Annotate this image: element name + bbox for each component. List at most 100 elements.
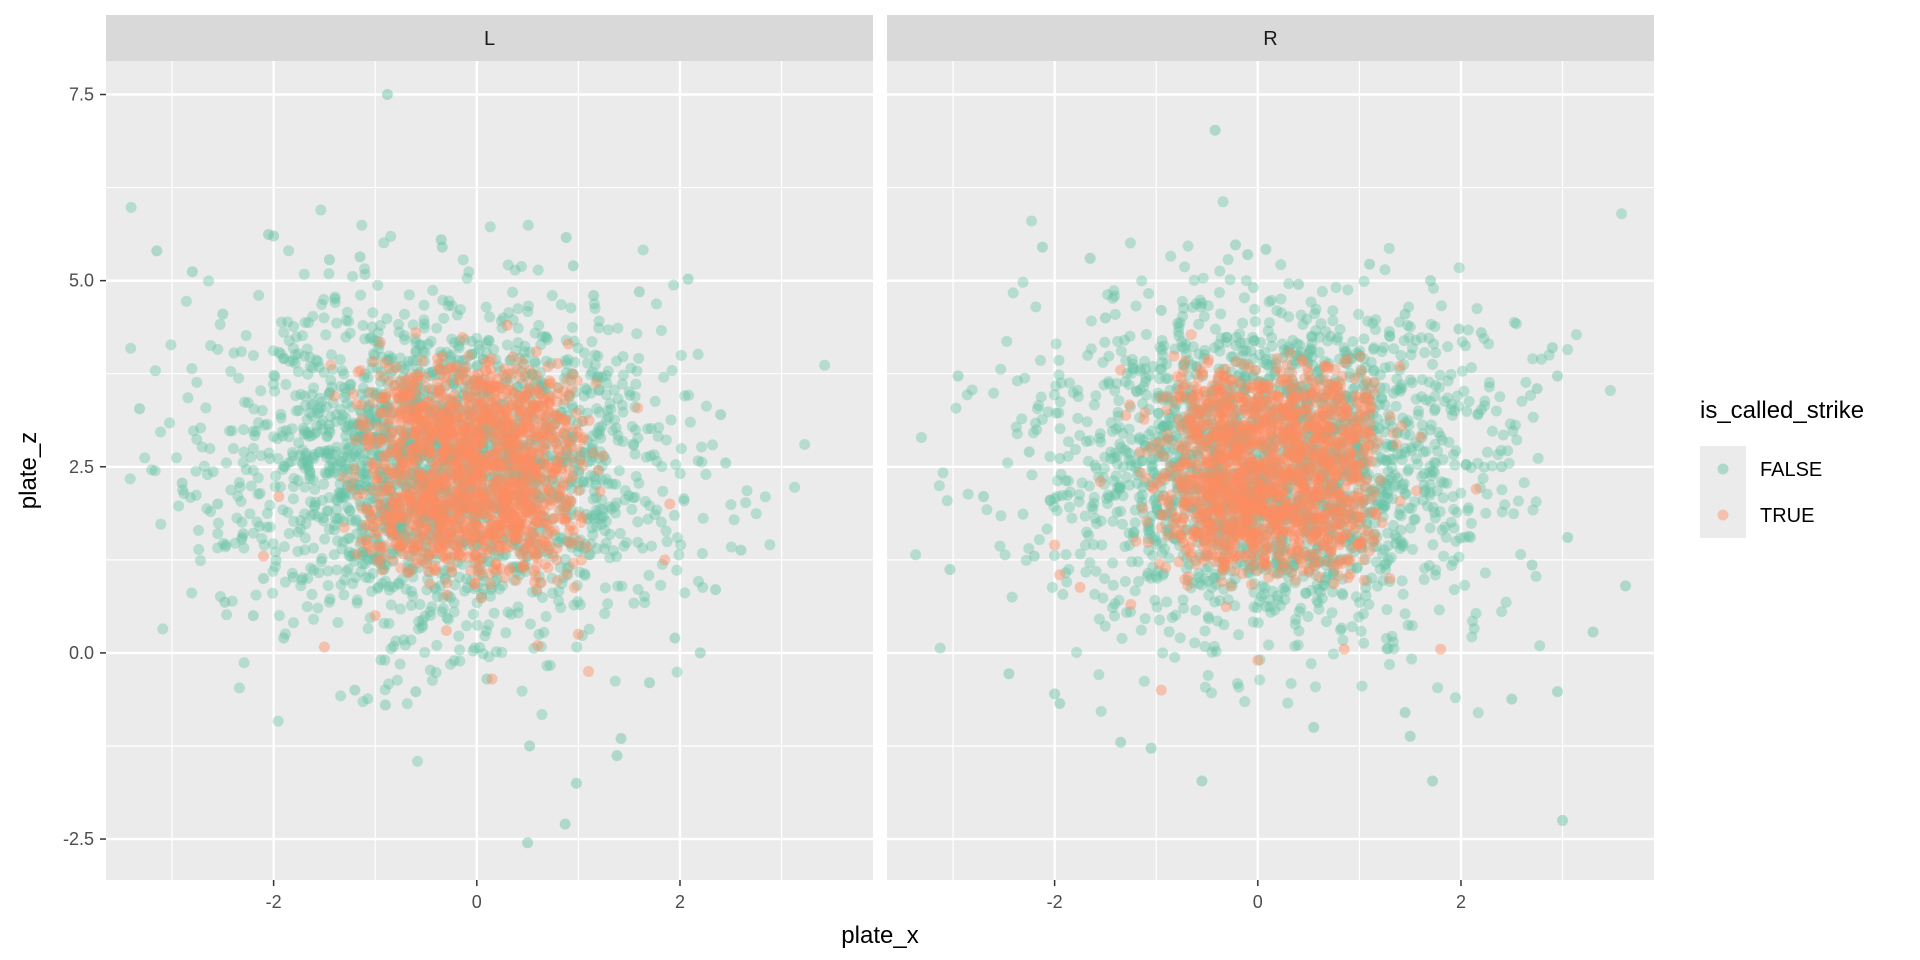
point-false: [568, 599, 580, 611]
point-false: [471, 402, 483, 414]
point-false: [445, 496, 457, 508]
point-false: [296, 574, 308, 586]
point-false: [700, 400, 712, 412]
point-false: [358, 430, 370, 442]
point-false: [298, 268, 310, 280]
point-false: [764, 539, 776, 551]
point-false: [318, 294, 330, 306]
point-false: [182, 392, 194, 404]
point-false: [283, 245, 295, 257]
point-false: [554, 493, 566, 505]
point-false: [190, 489, 202, 501]
point-false: [535, 457, 547, 469]
point-false: [482, 496, 494, 508]
point-false: [1135, 624, 1147, 636]
point-false: [470, 549, 482, 561]
point-false: [304, 470, 316, 482]
point-false: [385, 230, 397, 242]
point-false: [355, 289, 367, 301]
point-false: [413, 515, 425, 527]
point-false: [527, 369, 539, 381]
point-false: [1238, 292, 1250, 304]
point-true: [435, 400, 447, 412]
point-false: [1363, 598, 1375, 610]
point-true: [492, 380, 504, 392]
point-false: [363, 403, 375, 415]
point-false: [546, 487, 558, 499]
point-false: [323, 492, 335, 504]
point-false: [524, 473, 536, 485]
point-false: [434, 410, 446, 422]
point-false: [359, 447, 371, 459]
point-false: [607, 545, 619, 557]
point-false: [320, 329, 332, 341]
point-false: [941, 495, 953, 507]
point-false: [612, 580, 624, 592]
point-false: [579, 569, 591, 581]
point-false: [478, 388, 490, 400]
point-false: [298, 453, 310, 465]
point-false: [422, 338, 434, 350]
point-false: [1035, 354, 1047, 366]
point-false: [480, 450, 492, 462]
point-false: [385, 515, 397, 527]
point-false: [328, 549, 340, 561]
point-false: [588, 290, 600, 302]
point-false: [473, 343, 485, 355]
point-true: [502, 438, 514, 450]
point-false: [1109, 447, 1121, 459]
point-false: [544, 659, 556, 671]
point-true: [399, 375, 411, 387]
point-false: [482, 418, 494, 430]
point-false: [697, 581, 709, 593]
point-false: [673, 549, 685, 561]
point-false: [374, 511, 386, 523]
point-false: [536, 708, 548, 720]
point-false: [436, 507, 448, 519]
point-false: [520, 499, 532, 511]
point-true: [565, 453, 577, 465]
point-false: [678, 495, 690, 507]
point-false: [381, 441, 393, 453]
point-false: [433, 419, 445, 431]
point-false: [522, 306, 534, 318]
point-false: [407, 396, 419, 408]
point-false: [334, 354, 346, 366]
point-false: [526, 406, 538, 418]
point-false: [651, 455, 663, 467]
point-true: [452, 373, 464, 385]
point-false: [396, 394, 408, 406]
point-false: [170, 452, 182, 464]
point-false: [383, 580, 395, 592]
point-true: [418, 400, 430, 412]
point-false: [273, 346, 285, 358]
point-false: [341, 451, 353, 463]
point-true: [539, 535, 551, 547]
point-false: [592, 370, 604, 382]
point-false: [435, 567, 447, 579]
point-false: [541, 468, 553, 480]
point-false: [369, 335, 381, 347]
point-false: [365, 331, 377, 343]
point-false: [374, 466, 386, 478]
point-false: [278, 541, 290, 553]
point-false: [361, 468, 373, 480]
point-false: [430, 463, 442, 475]
point-false: [345, 488, 357, 500]
point-true: [394, 412, 406, 424]
point-false: [204, 443, 216, 455]
point-false: [460, 438, 472, 450]
point-false: [412, 562, 424, 574]
point-false: [1356, 680, 1368, 692]
point-true: [581, 541, 593, 553]
point-false: [315, 204, 327, 216]
point-false: [347, 419, 359, 431]
point-false: [598, 450, 610, 462]
point-false: [287, 480, 299, 492]
point-false: [468, 378, 480, 390]
point-false: [454, 655, 466, 667]
point-false: [225, 366, 237, 378]
point-false: [405, 634, 417, 646]
point-false: [461, 272, 473, 284]
point-false: [393, 326, 405, 338]
